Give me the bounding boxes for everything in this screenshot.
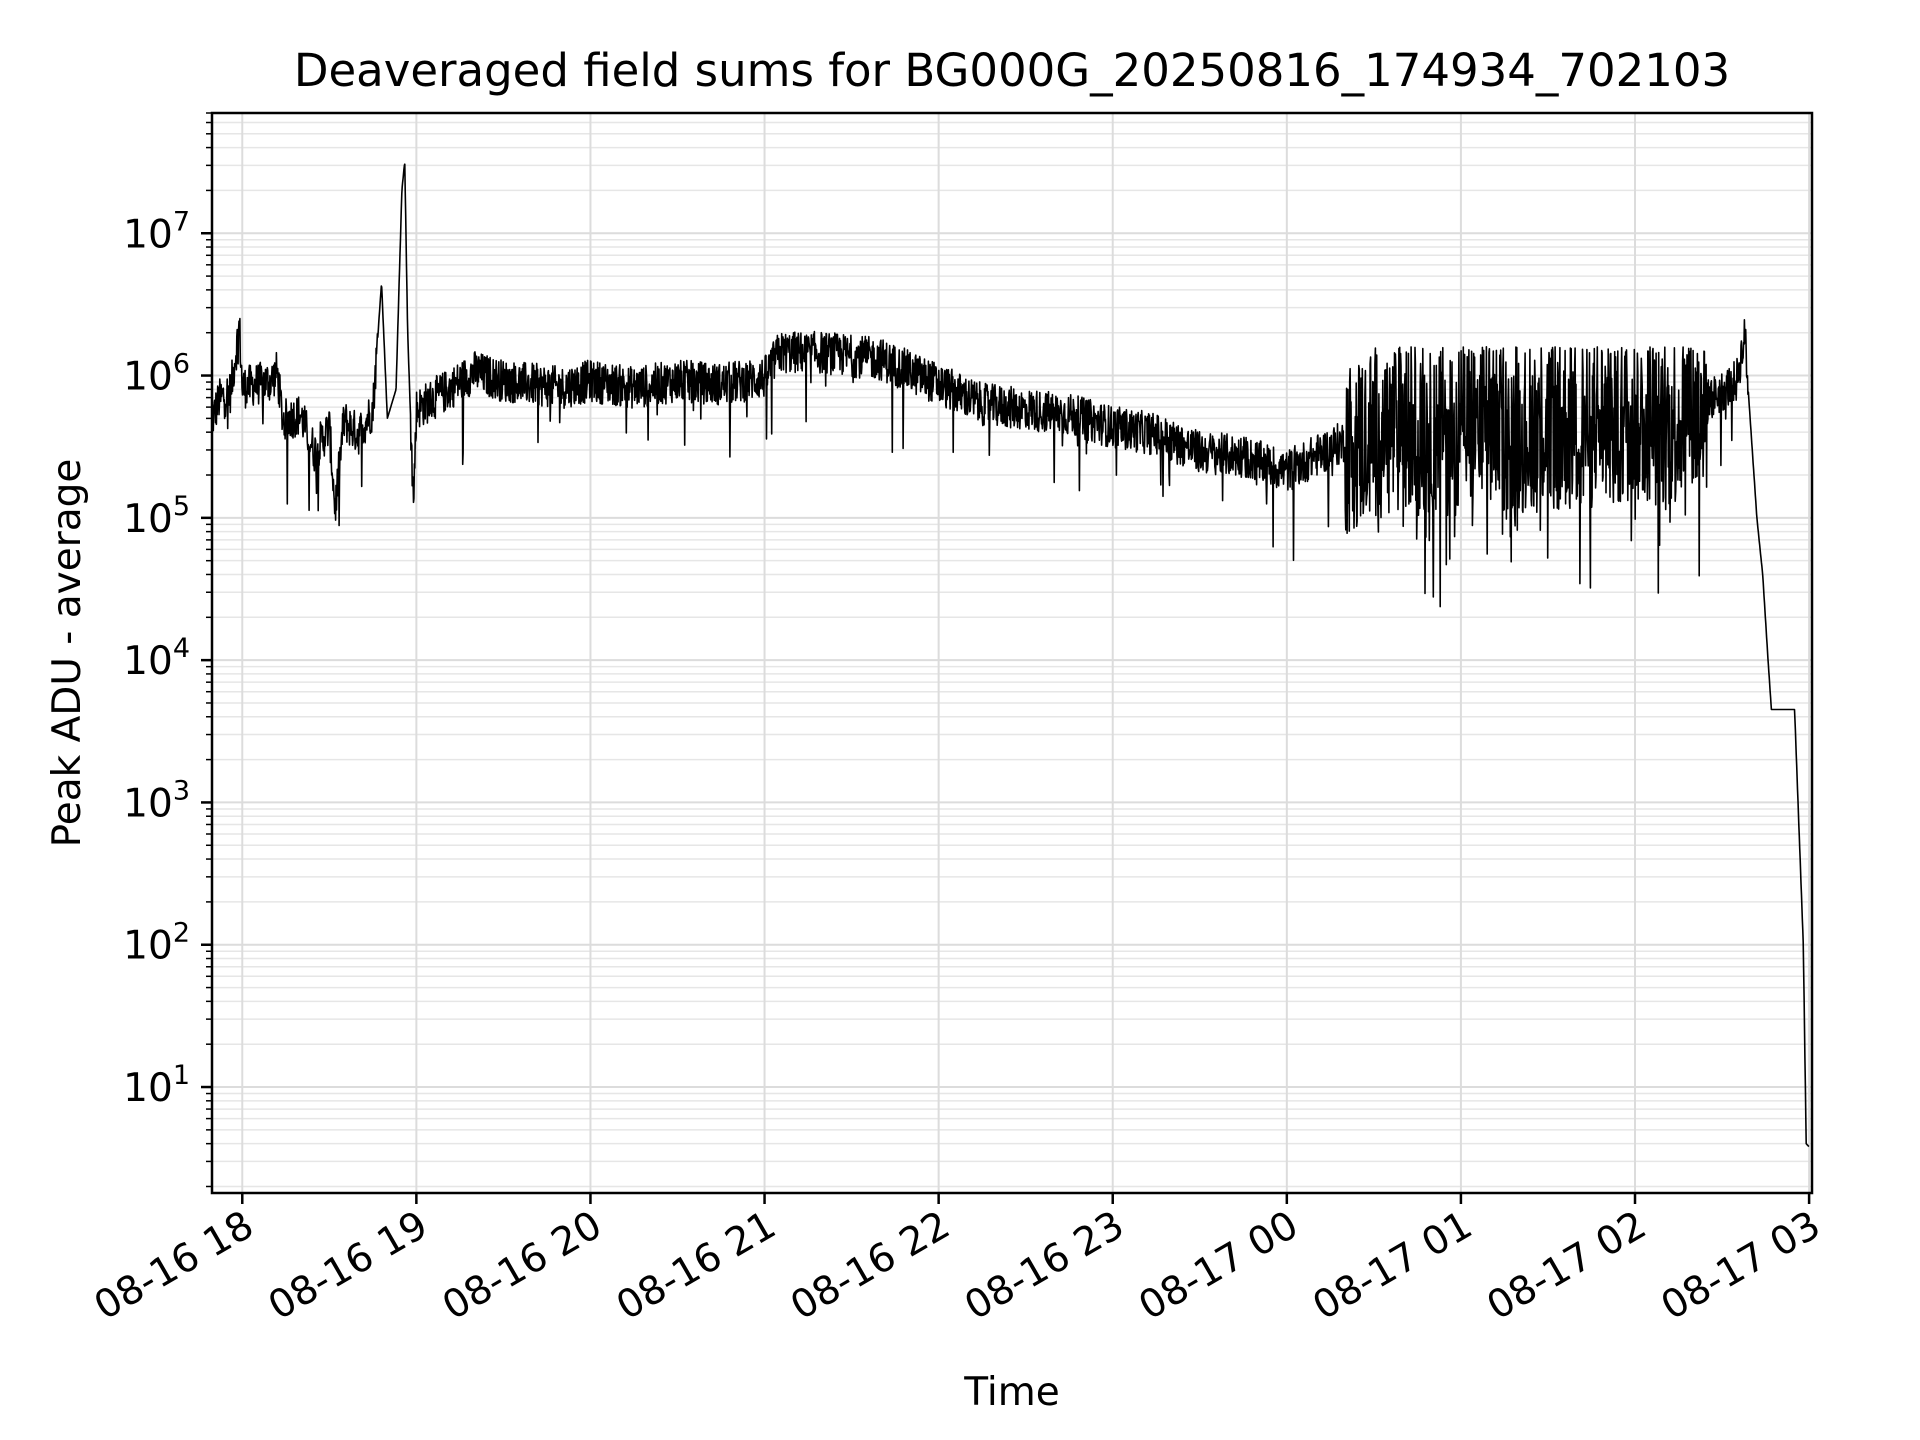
y-tick-label: 105 [123,491,190,542]
y-tick-label: 107 [123,206,190,257]
y-tick-label-base: 10 [123,924,173,969]
y-tick-label: 106 [123,349,190,400]
y-axis-minor-ticks [206,112,212,1188]
y-tick-label-exponent: 5 [173,491,190,522]
series-line [211,163,1810,1148]
y-tick-label: 102 [123,918,190,969]
y-tick-label: 104 [123,633,190,684]
y-tick-label: 101 [123,1060,190,1111]
y-tick-label-base: 10 [123,781,173,826]
y-tick-label: 103 [123,775,190,826]
y-axis-ticks [201,232,212,1089]
x-axis-label: Time [963,1370,1059,1415]
y-tick-label-exponent: 3 [173,775,190,806]
y-axis-label: Peak ADU - average [45,459,90,848]
y-tick-label-exponent: 6 [173,349,190,380]
plot-frame [210,111,1814,1195]
y-tick-label-base: 10 [123,212,173,257]
y-tick-label-base: 10 [123,1066,173,1111]
y-tick-label-exponent: 7 [173,206,190,237]
chart-title: Deaveraged field sums for BG000G_2025081… [294,44,1730,97]
y-tick-label-exponent: 2 [173,918,190,949]
y-tick-label-exponent: 4 [173,633,190,664]
x-axis-ticks [241,1193,1811,1204]
y-tick-label-base: 10 [123,355,173,400]
y-tick-label-base: 10 [123,497,173,542]
y-tick-label-base: 10 [123,639,173,684]
y-tick-label-exponent: 1 [173,1060,190,1091]
